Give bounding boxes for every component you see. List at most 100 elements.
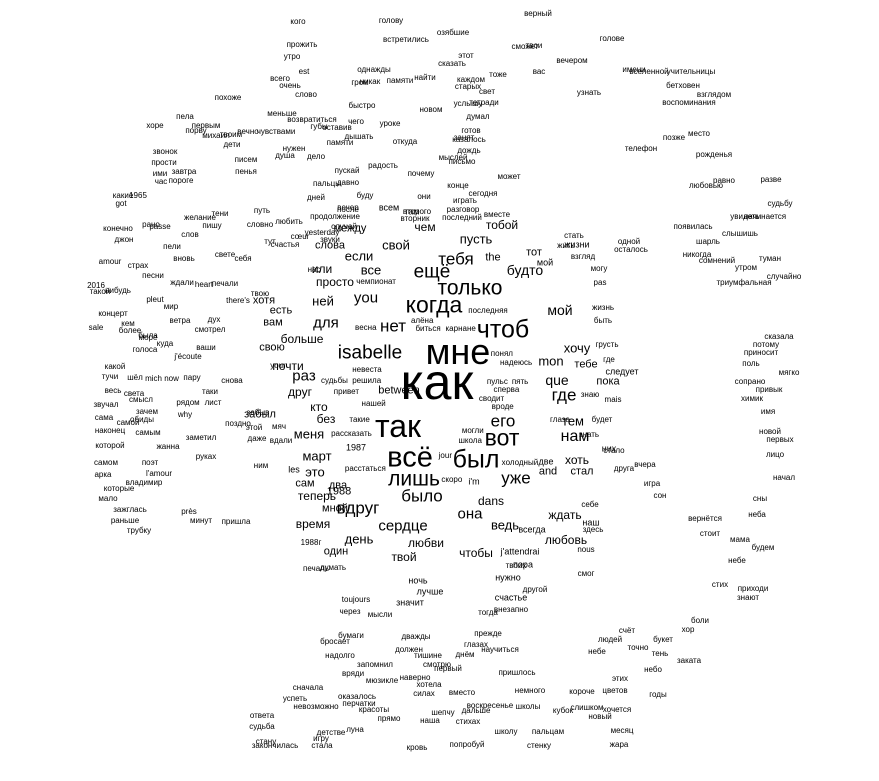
cloud-word: больше <box>280 332 324 346</box>
cloud-word: сомнений <box>698 256 736 265</box>
cloud-word: всегда <box>518 524 546 535</box>
cloud-word: гром <box>351 78 369 87</box>
cloud-word: мной <box>322 502 348 515</box>
cloud-word: решила <box>352 376 382 386</box>
cloud-word: дождь <box>457 146 481 155</box>
cloud-word: судьбы <box>321 375 348 385</box>
cloud-word: михаил <box>202 131 230 140</box>
cloud-word: никогда <box>682 250 712 259</box>
cloud-word: порву <box>185 126 207 135</box>
cloud-word: пять <box>511 377 529 387</box>
cloud-word: кровь <box>406 743 428 752</box>
cloud-word: смог <box>577 569 595 578</box>
cloud-word: готов <box>461 126 481 135</box>
cloud-word: тени <box>211 209 229 218</box>
cloud-word: буду <box>356 191 374 200</box>
cloud-word: бросает <box>320 637 350 646</box>
cloud-word: 1987 <box>345 442 367 453</box>
cloud-word: них <box>601 443 617 454</box>
cloud-word: хотя <box>252 294 276 307</box>
cloud-word: тем <box>562 413 584 429</box>
cloud-word: школы <box>515 702 541 711</box>
cloud-word: мыслей <box>438 153 468 162</box>
cloud-word: возвратиться <box>287 115 337 124</box>
cloud-word: памяти <box>386 76 414 85</box>
cloud-word: потому <box>752 340 780 349</box>
cloud-word: где <box>551 385 577 405</box>
cloud-word: ответа <box>249 711 275 720</box>
cloud-word: сначала <box>292 683 324 692</box>
cloud-word: могли <box>461 425 484 435</box>
cloud-word: был <box>452 445 500 474</box>
cloud-word: мягко <box>778 368 800 377</box>
cloud-word: небо <box>644 665 662 674</box>
cloud-word: джон <box>114 235 134 244</box>
cloud-word: поздно <box>225 419 251 428</box>
cloud-word: привет <box>333 387 360 397</box>
cloud-word: хотела <box>416 680 442 689</box>
cloud-word: памяти <box>326 138 354 147</box>
cloud-word: более <box>118 326 142 335</box>
cloud-word: учительницы <box>666 67 716 76</box>
cloud-word: вечером <box>556 56 588 65</box>
cloud-word: красоты <box>358 705 390 714</box>
cloud-word: кем <box>121 319 135 328</box>
cloud-word: пенья <box>235 167 257 176</box>
cloud-word: смысл <box>129 395 153 404</box>
cloud-word: pas <box>593 278 607 287</box>
cloud-word: yesterday <box>304 228 340 237</box>
cloud-word: забыл <box>244 408 276 421</box>
cloud-word: смотрю <box>423 660 451 669</box>
cloud-word: значит <box>396 597 424 608</box>
cloud-word: новой <box>759 427 781 436</box>
cloud-word: вместо <box>448 688 476 697</box>
cloud-word: холодный <box>501 457 539 467</box>
cloud-word: первых <box>766 435 794 444</box>
cloud-word: игру <box>313 734 329 743</box>
cloud-word: mon <box>538 353 564 369</box>
cloud-word: your <box>270 361 286 370</box>
cloud-word: все <box>360 262 382 278</box>
cloud-word: начинается <box>743 212 787 221</box>
cloud-word: страх <box>127 261 149 270</box>
cloud-word: расстаться <box>344 463 386 473</box>
cloud-word: кубок <box>552 706 574 715</box>
cloud-word: друга <box>613 464 635 473</box>
cloud-word: глазах <box>464 640 488 649</box>
cloud-word: для <box>313 314 339 332</box>
cloud-word: арка <box>94 470 112 479</box>
cloud-word: свою <box>259 341 285 354</box>
cloud-word: que <box>545 372 569 388</box>
cloud-word: сопрано <box>734 377 766 386</box>
cloud-word: короче <box>569 687 595 696</box>
cloud-word: второго <box>402 207 432 216</box>
cloud-word: кого <box>290 17 306 26</box>
cloud-word: стала <box>311 741 333 750</box>
cloud-word: 1965 <box>129 191 147 200</box>
cloud-word: вот <box>484 424 520 451</box>
cloud-word: пальцам <box>531 727 565 736</box>
cloud-word: было <box>401 486 443 506</box>
cloud-word: луна <box>346 725 364 734</box>
cloud-word: друг <box>288 385 312 399</box>
cloud-word: внезапно <box>493 605 529 614</box>
cloud-word: сны <box>752 494 768 503</box>
cloud-word: равно <box>712 176 736 185</box>
cloud-word: как <box>400 354 474 410</box>
cloud-word: твои <box>525 41 543 50</box>
cloud-word: тень <box>651 649 669 658</box>
cloud-word: сводит <box>478 393 505 403</box>
cloud-word: лишь <box>388 467 440 491</box>
cloud-word: букет <box>653 635 673 644</box>
cloud-word: jour <box>438 451 452 461</box>
cloud-word: нибудь <box>105 286 131 295</box>
cloud-word: нужно <box>495 572 521 583</box>
cloud-word: мама <box>730 535 750 544</box>
cloud-word: мой <box>536 257 554 268</box>
cloud-word: годы <box>649 690 667 699</box>
cloud-word: тогда <box>478 608 498 617</box>
cloud-word: концерт <box>98 309 128 318</box>
cloud-word: голову <box>378 16 404 25</box>
cloud-word: почти <box>272 359 304 373</box>
cloud-word: успеть <box>282 694 308 703</box>
